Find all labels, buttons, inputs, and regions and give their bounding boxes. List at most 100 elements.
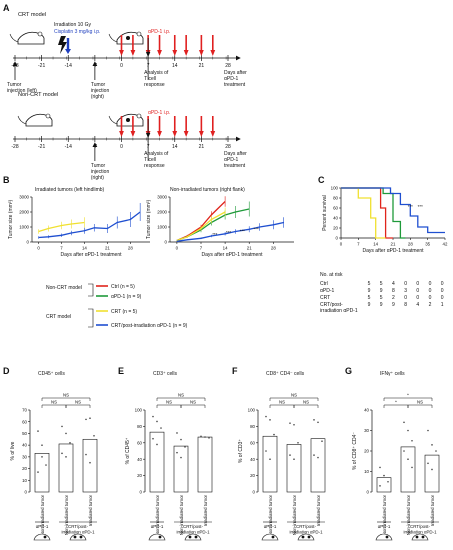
timeline-tick-label: 21 — [199, 144, 205, 150]
data-point — [200, 435, 202, 438]
significance-mark: NS — [291, 393, 297, 398]
y-tick-label: 0 — [253, 490, 256, 495]
series-line — [341, 187, 386, 239]
y-tick-label: 40 — [333, 216, 338, 221]
data-point — [289, 422, 291, 424]
timeline-tick-label: 0 — [120, 144, 123, 150]
legend-item-label: CRT/post-irradiation αPD-1 (n = 9) — [111, 323, 188, 329]
y-tick-label: 80 — [250, 424, 255, 429]
risk-value: 0 — [416, 288, 419, 294]
risk-value: 0 — [441, 281, 444, 287]
tumor-dot — [385, 535, 389, 539]
y-axis-label: % of live — [10, 441, 16, 460]
apd1-arrowhead — [157, 50, 162, 56]
group-label: CRT/post- — [183, 524, 203, 529]
data-point — [37, 430, 39, 432]
mouse-icon — [411, 533, 429, 541]
bar — [424, 454, 440, 493]
y-tick-label: 30 — [364, 428, 369, 433]
group-label: CRT/post- — [68, 524, 88, 529]
risk-row-label: CRT — [320, 295, 330, 301]
data-point — [204, 436, 206, 438]
x-tick-label: 14 — [82, 246, 87, 251]
data-point — [61, 425, 63, 428]
legend-items: Ctrl (n = 5) αPD-1 (n = 9) CRT (n = 5) CRT/… — [96, 284, 188, 329]
panels-d-g: CD45⁺ cells 0 10 20 30 40 50 60 70 % of live Non-i… — [10, 371, 440, 541]
x-axis-label: Days after αPD-1 treatment — [363, 248, 425, 254]
cisplatin-label: Cisplatin 3 mg/kg i.p. — [54, 29, 100, 35]
data-point — [317, 421, 319, 424]
sig-bracket — [41, 397, 91, 401]
y-tick-label: 10 — [364, 469, 369, 474]
risk-value: 0 — [416, 281, 419, 287]
x-tick-label: 7 — [200, 246, 203, 251]
bar-category-label: Irradiated tumor — [316, 494, 321, 526]
tumor-left-label: Tumor — [7, 82, 22, 88]
risk-value: 0 — [429, 295, 432, 301]
x-tick-label: 7 — [357, 242, 360, 247]
analysis-label: T cell — [144, 76, 156, 82]
data-point — [65, 456, 67, 458]
timeline-tick-label: 0 — [120, 63, 123, 69]
significance-mark: NS — [279, 400, 285, 405]
data-point — [176, 432, 178, 434]
x-tick-label: 28 — [128, 246, 133, 251]
group-label: irradiation αPD-1 — [176, 530, 210, 535]
y-tick-label: 0 — [165, 240, 168, 245]
panel-letter-c: C — [318, 175, 325, 185]
legend-crt-label: CRT model — [46, 314, 71, 320]
data-point — [383, 474, 385, 477]
y-tick-label: 0 — [25, 490, 28, 495]
data-point — [65, 432, 67, 435]
series-line — [341, 187, 445, 234]
risk-value: 2 — [429, 302, 432, 308]
significance-mark: NS — [417, 400, 423, 405]
mouse-icon — [9, 31, 45, 45]
series-line — [176, 211, 226, 242]
days-after-label: αPD-1 — [224, 157, 239, 163]
panel-b-growth: Irradiated tumors (left hindlimb) Non-ir… — [8, 187, 294, 258]
data-point — [317, 456, 319, 459]
irradiation-icon — [58, 36, 71, 54]
growth-right-chart: 0 1000 2000 3000 0 7 14 21 28 Days after αPD-1 tr… — [146, 195, 294, 258]
irradiation-label: Irradiation 10 Gy — [54, 22, 91, 28]
data-point — [387, 480, 389, 483]
significance-mark: NS — [190, 400, 196, 405]
bar-category-label: Non-irradiated tumor — [179, 494, 184, 535]
risk-value: 4 — [416, 302, 419, 308]
apd1-arrowhead — [183, 131, 189, 137]
sig-bracket — [383, 397, 433, 401]
data-point — [431, 444, 433, 446]
timeline-tick-label: -21 — [38, 144, 45, 150]
timeline-tick-label: -14 — [65, 144, 72, 150]
survival-chart: 0 20 40 60 80 100 0 7 14 21 28 35 42 Days after αPD-1… — [322, 186, 448, 254]
data-point — [273, 433, 275, 436]
mouse-icon — [261, 533, 279, 541]
y-tick-label: 10 — [22, 478, 27, 483]
data-point — [69, 442, 71, 444]
risk-row-label: irradiation αPD-1 — [320, 308, 358, 314]
risk-value: 0 — [441, 288, 444, 294]
group-label: irradiation αPD-1 — [61, 530, 95, 535]
tumor-right-label: injection — [91, 169, 110, 175]
apd1-label-noncrt: αPD-1 i.p. — [148, 110, 170, 116]
apd1-label-crt: αPD-1 i.p. — [148, 29, 170, 35]
bar — [58, 443, 74, 493]
data-point — [313, 419, 315, 421]
y-tick-label: 20 — [333, 226, 338, 231]
noncrt-model-title: Non-CRT model — [18, 92, 58, 98]
y-tick-label: 20 — [137, 473, 142, 478]
significance-mark: * — [395, 400, 397, 405]
data-point — [61, 452, 63, 455]
group-label: irradiation αPD-1 — [289, 530, 323, 535]
risk-value: 1 — [441, 302, 444, 308]
data-point — [293, 458, 295, 461]
growth-left-title: Irradiated tumors (left hindlimb) — [35, 187, 105, 193]
sig-bracket — [156, 397, 206, 401]
group-label: CRT/post- — [410, 524, 430, 529]
risk-row-label: αPD-1 — [320, 288, 335, 294]
y-tick-label: 100 — [248, 408, 256, 413]
y-tick-label: 1000 — [157, 225, 167, 230]
tumor-dot — [301, 535, 305, 539]
